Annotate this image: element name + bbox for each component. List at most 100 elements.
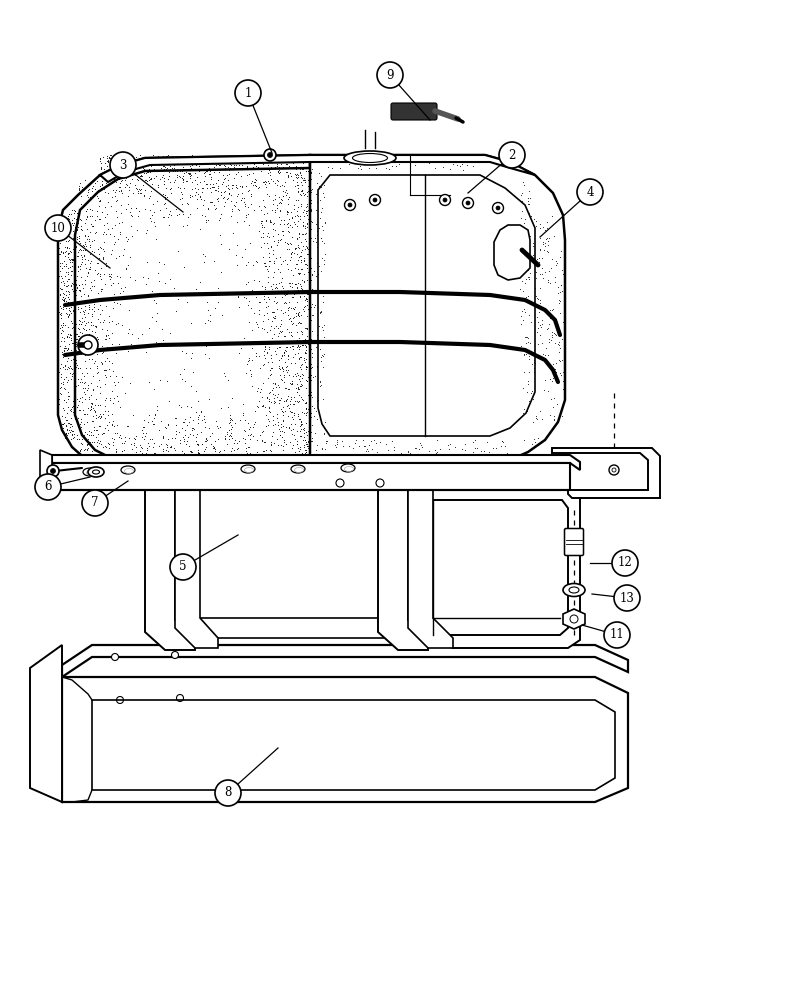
Point <box>187 148 200 164</box>
Point <box>292 149 305 165</box>
Point <box>277 328 290 344</box>
Point <box>58 333 71 349</box>
Point <box>253 360 266 376</box>
Point <box>145 183 157 199</box>
Point <box>202 446 215 462</box>
Point <box>541 272 554 288</box>
Point <box>304 250 317 266</box>
Point <box>96 321 108 337</box>
Point <box>122 430 135 446</box>
Point <box>169 430 181 446</box>
Point <box>64 431 77 447</box>
Point <box>147 457 160 473</box>
Point <box>361 441 373 457</box>
Point <box>213 419 226 435</box>
Point <box>261 354 274 370</box>
Point <box>64 342 77 358</box>
Point <box>283 299 296 315</box>
Point <box>288 393 301 409</box>
Point <box>360 449 373 465</box>
Point <box>300 361 312 377</box>
Point <box>280 156 293 172</box>
Point <box>549 327 562 343</box>
Point <box>298 303 311 319</box>
Point <box>196 153 209 169</box>
Point <box>277 345 290 361</box>
Point <box>181 446 194 462</box>
Point <box>137 269 149 285</box>
Point <box>293 186 306 202</box>
Point <box>541 383 554 399</box>
Point <box>280 321 293 337</box>
Text: 11: 11 <box>609 629 624 642</box>
Circle shape <box>603 622 630 648</box>
Point <box>177 259 190 275</box>
Point <box>126 154 139 170</box>
Point <box>67 335 79 351</box>
Text: 4: 4 <box>585 186 593 198</box>
Point <box>284 168 297 184</box>
Point <box>242 254 255 270</box>
Point <box>70 287 83 303</box>
Point <box>275 192 288 208</box>
Point <box>208 450 221 466</box>
Point <box>295 349 308 365</box>
Point <box>297 463 310 479</box>
Circle shape <box>169 554 196 580</box>
Point <box>311 437 324 453</box>
Point <box>266 192 279 208</box>
Point <box>175 163 188 179</box>
Point <box>300 260 313 276</box>
Point <box>213 443 226 459</box>
Point <box>62 309 75 325</box>
Point <box>58 392 71 408</box>
Point <box>66 230 79 246</box>
Point <box>221 191 234 207</box>
Point <box>413 435 426 451</box>
Point <box>109 441 122 457</box>
Point <box>317 426 330 442</box>
Point <box>258 291 271 307</box>
Point <box>152 179 165 195</box>
Point <box>309 339 322 355</box>
Point <box>275 256 287 272</box>
Point <box>140 470 153 486</box>
Point <box>353 158 365 174</box>
Point <box>302 219 315 235</box>
Point <box>265 354 278 370</box>
Point <box>129 200 142 216</box>
Point <box>242 182 255 198</box>
Point <box>257 235 270 251</box>
Point <box>268 202 281 218</box>
Point <box>55 325 67 341</box>
Point <box>295 161 308 177</box>
Point <box>153 464 165 480</box>
Point <box>519 271 532 287</box>
Point <box>298 442 311 458</box>
Point <box>174 399 187 415</box>
Point <box>251 180 264 196</box>
Point <box>250 465 263 481</box>
Point <box>292 387 305 403</box>
Point <box>218 160 230 176</box>
Point <box>75 325 88 341</box>
Point <box>59 268 71 284</box>
Point <box>521 269 534 285</box>
Point <box>291 408 304 424</box>
Point <box>270 172 283 188</box>
Point <box>137 466 150 482</box>
Point <box>111 466 124 482</box>
Point <box>159 442 172 458</box>
Point <box>252 393 265 409</box>
Point <box>214 187 227 203</box>
Point <box>261 370 274 386</box>
Point <box>215 307 228 323</box>
Point <box>63 240 75 256</box>
Point <box>226 155 238 171</box>
Point <box>256 375 269 391</box>
Point <box>281 204 294 220</box>
Point <box>266 428 279 444</box>
Point <box>121 231 134 247</box>
Point <box>516 283 528 299</box>
Point <box>273 452 286 468</box>
